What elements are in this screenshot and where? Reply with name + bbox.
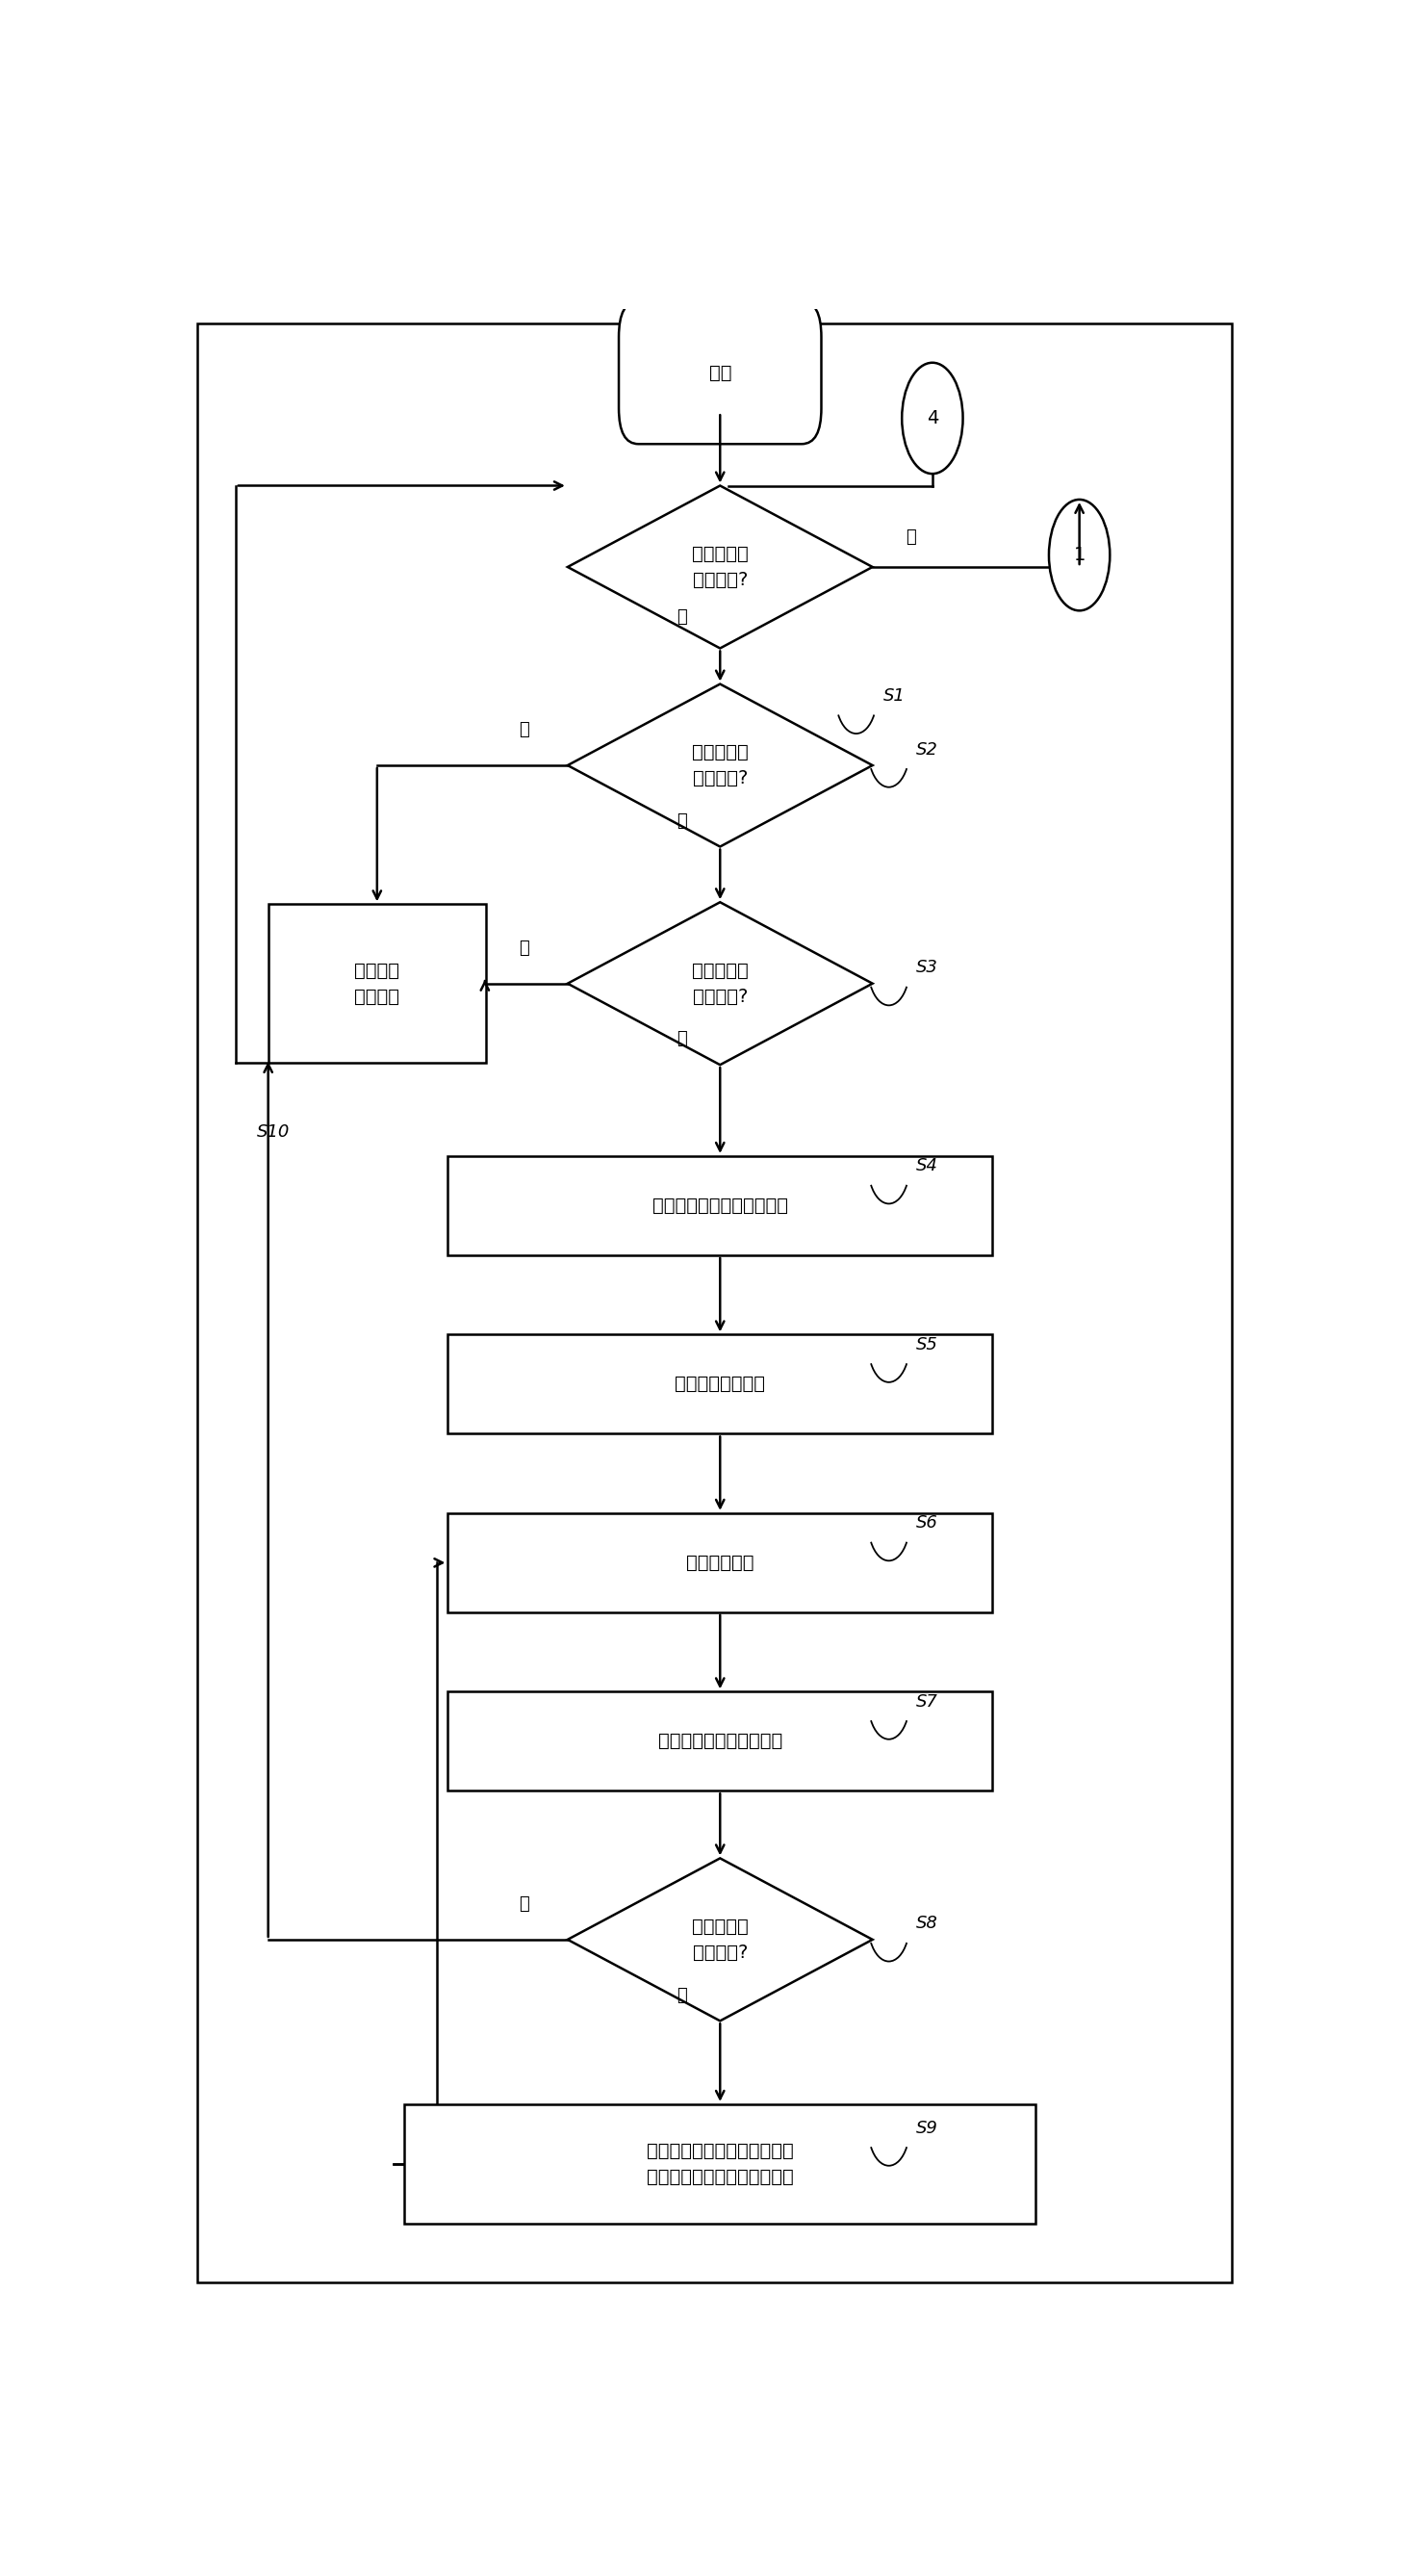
Polygon shape	[568, 487, 873, 649]
Bar	[448, 1512, 992, 1613]
Bar	[405, 2105, 1035, 2223]
Text: 接收到门宽
检测信号?: 接收到门宽 检测信号?	[691, 546, 749, 590]
Text: 1: 1	[1073, 546, 1085, 564]
Text: 执行慢速
关门操作: 执行慢速 关门操作	[354, 961, 399, 1005]
Text: S6: S6	[916, 1515, 939, 1533]
Text: 否: 否	[518, 1896, 530, 1911]
Polygon shape	[568, 902, 873, 1064]
Bar	[448, 1157, 992, 1255]
Text: 接收到开门
限位信号?: 接收到开门 限位信号?	[691, 1917, 749, 1960]
Text: S10: S10	[257, 1123, 291, 1141]
Text: 电梯门处于
打开状态?: 电梯门处于 打开状态?	[691, 744, 749, 788]
FancyBboxPatch shape	[618, 301, 822, 443]
Text: 将门宽值数据清零: 将门宽值数据清零	[674, 1376, 766, 1394]
Text: 否: 否	[677, 811, 687, 829]
Text: 开始: 开始	[708, 363, 732, 381]
Text: S3: S3	[916, 958, 939, 976]
Text: S8: S8	[916, 1914, 939, 1932]
Text: 读取磁电编码器实时信号，并
计算门宽值数据并写入存储器: 读取磁电编码器实时信号，并 计算门宽值数据并写入存储器	[646, 2141, 794, 2184]
Polygon shape	[568, 685, 873, 848]
Bar	[268, 904, 486, 1064]
Text: 读取磁电编码器的初始信号: 读取磁电编码器的初始信号	[652, 1195, 788, 1216]
Text: 接收到关门
限位信号?: 接收到关门 限位信号?	[691, 961, 749, 1005]
Text: 否: 否	[518, 940, 530, 956]
Bar	[448, 1334, 992, 1435]
Text: S2: S2	[916, 742, 939, 757]
Text: 是: 是	[518, 721, 530, 739]
Polygon shape	[568, 1857, 873, 2022]
Text: S5: S5	[916, 1337, 939, 1352]
Circle shape	[902, 363, 962, 474]
Text: 4: 4	[926, 410, 939, 428]
Text: 是: 是	[677, 608, 687, 626]
Text: 执行开门动作: 执行开门动作	[686, 1553, 754, 1571]
Text: S7: S7	[916, 1692, 939, 1710]
Circle shape	[1050, 500, 1110, 611]
Text: 否: 否	[905, 528, 916, 546]
Bar	[448, 1692, 992, 1790]
Text: S9: S9	[916, 2120, 939, 2136]
Text: 是: 是	[677, 1030, 687, 1048]
Text: 计算电机转子轴转动圈数: 计算电机转子轴转动圈数	[658, 1731, 783, 1749]
Text: 是: 是	[677, 1986, 687, 2004]
Text: S1: S1	[884, 688, 905, 706]
Text: S4: S4	[916, 1157, 939, 1175]
